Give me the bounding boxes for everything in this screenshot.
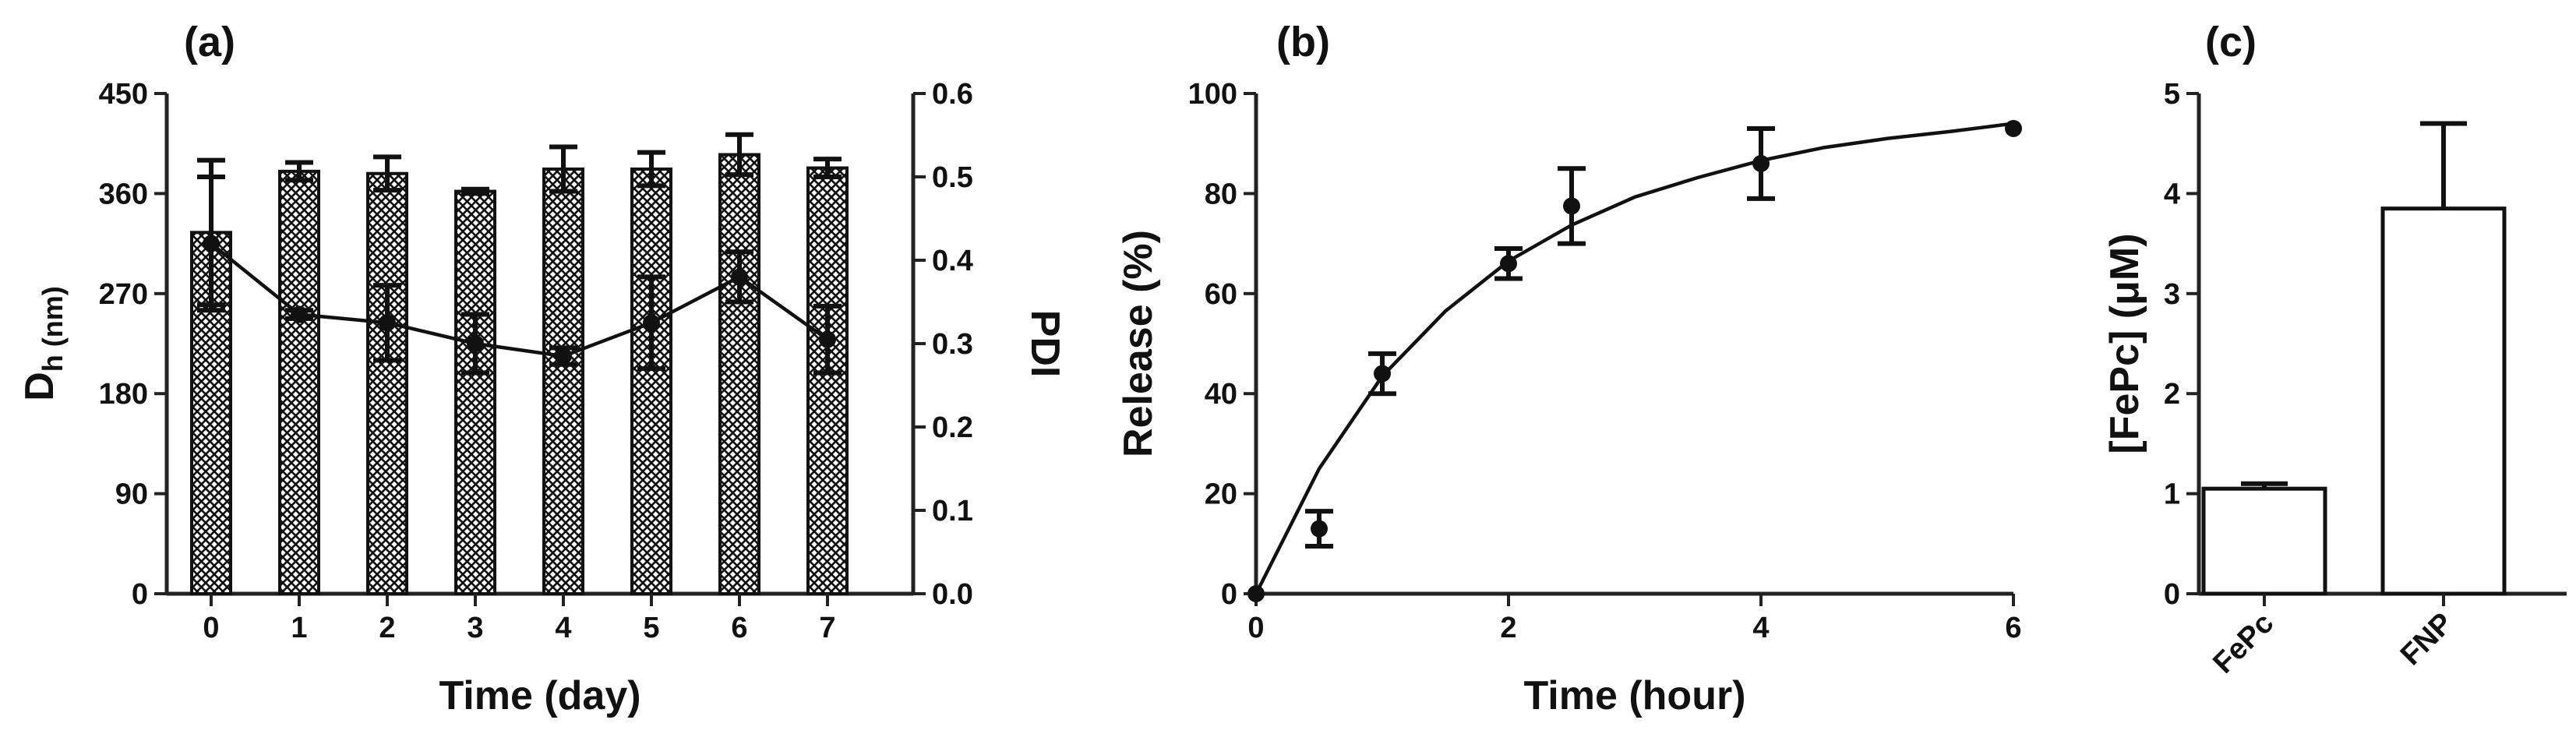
panel-a-bar xyxy=(454,189,496,595)
panel-a-x-tick-label: 7 xyxy=(819,612,835,644)
panel-c-x-tick-label: FePc xyxy=(2207,607,2280,680)
panel-c-x-ticks: FePc FNP xyxy=(2207,594,2459,680)
panel-b-y-ticks: 0 20 40 60 80 100 xyxy=(1188,78,1256,611)
panel-a-pdi-series xyxy=(197,175,842,376)
panel-c-bars xyxy=(2201,121,2507,596)
panel-c-label: (c) xyxy=(2205,19,2257,65)
panel-b-label: (b) xyxy=(1276,19,1330,65)
panel-c-y-tick-label: 3 xyxy=(2164,278,2180,311)
panel-a-y-axis-title: Dh (nm) xyxy=(17,286,69,401)
panel-a-label: (a) xyxy=(184,19,235,65)
panel-b-x-tick-label: 6 xyxy=(2005,612,2021,644)
panel-a-y-tick-label: 450 xyxy=(99,78,148,111)
panel-b-x-axis-title: Time (hour) xyxy=(1523,673,1745,718)
panel-a-y-tick-label: 270 xyxy=(99,278,148,311)
panel-b-x-ticks: 0 2 4 6 xyxy=(1247,594,2022,644)
panel-b-point xyxy=(1311,520,1328,538)
panel-a-pdi-point xyxy=(467,335,484,352)
panel-a-pdi-point xyxy=(555,348,572,365)
panel-b-points xyxy=(1247,119,2022,602)
panel-b-y-tick-label: 80 xyxy=(1205,178,1237,210)
panel-a-y-ticks: 0 90 180 270 360 450 xyxy=(99,78,167,611)
panel-b-point xyxy=(1247,585,1265,602)
panel-c-y-tick-label: 2 xyxy=(2164,378,2180,411)
panel-a-x-tick-label: 1 xyxy=(291,612,307,644)
panel-a-pdi-point xyxy=(731,268,748,286)
panel-a-pdi-point xyxy=(291,305,308,323)
panel-b-point xyxy=(1563,197,1580,215)
panel-a-y-axis-title-sub: h (nm) xyxy=(37,286,69,372)
panel-a-y2-axis-title: PDI xyxy=(1022,310,1067,378)
panel-a-pdi-point xyxy=(379,314,396,332)
panel-a-y2-tick-label: 0.0 xyxy=(932,578,973,611)
panel-a-x-axis-title: Time (day) xyxy=(439,673,640,718)
panel-a-y-tick-label: 0 xyxy=(132,578,148,611)
panel-a-pdi-point xyxy=(203,235,220,252)
panel-a-x-tick-label: 2 xyxy=(379,612,395,644)
panel-a-x-tick-label: 0 xyxy=(203,612,219,644)
panel-c-y-axis-title: [FePc] (μM) xyxy=(2102,233,2147,453)
panel-b-x-tick-label: 0 xyxy=(1247,612,1264,644)
panel-a-bar xyxy=(630,168,672,596)
panel-a-x-tick-label: 5 xyxy=(643,612,659,644)
panel-a-bar xyxy=(806,166,849,595)
panel-a-pdi-point xyxy=(819,330,836,348)
panel-a-y2-tick-label: 0.4 xyxy=(932,245,973,277)
panel-a-y-tick-label: 180 xyxy=(99,378,148,411)
panel-b: (b) 0 20 40 60 80 100 0 2 4 6 Time (hour) Releas… xyxy=(1116,19,2022,718)
panel-a-bar xyxy=(366,171,408,596)
panel-a-bar xyxy=(278,169,320,596)
panel-b-y-tick-label: 100 xyxy=(1188,78,1237,111)
panel-a-y2-tick-label: 0.1 xyxy=(932,495,973,528)
panel-c-y-tick-label: 5 xyxy=(2164,78,2180,111)
panel-b-y-tick-label: 20 xyxy=(1205,478,1237,511)
panel-a-y2-tick-label: 0.2 xyxy=(932,411,973,444)
panel-b-x-tick-label: 2 xyxy=(1500,612,1516,644)
panel-a-y-tick-label: 90 xyxy=(115,478,148,511)
panel-b-y-axis-title: Release (%) xyxy=(1116,230,1161,457)
panel-c-y-tick-label: 4 xyxy=(2164,178,2180,210)
panel-a-pdi-line xyxy=(210,242,829,358)
panel-a-bar xyxy=(718,153,760,595)
panel-a-y2-tick-label: 0.6 xyxy=(932,78,973,111)
panel-a-x-tick-label: 4 xyxy=(555,612,571,644)
panel-a-x-ticks: 0 1 2 3 4 5 6 7 xyxy=(203,594,836,644)
panel-a-bars xyxy=(190,132,849,596)
panel-b-fit-curve xyxy=(1254,122,2014,595)
panel-a-pdi-point xyxy=(643,314,660,332)
panel-b-y-tick-label: 40 xyxy=(1205,378,1237,411)
panel-a-y-tick-label: 360 xyxy=(99,178,148,210)
panel-c-bar xyxy=(2201,486,2327,596)
panel-b-point xyxy=(1500,255,1517,273)
panel-c-x-tick-label: FNP xyxy=(2394,607,2459,672)
panel-c-y-tick-label: 1 xyxy=(2164,478,2180,511)
panel-b-point xyxy=(1374,365,1391,383)
panel-a-y2-tick-label: 0.5 xyxy=(932,161,973,194)
panel-b-x-tick-label: 4 xyxy=(1752,612,1769,644)
panel-b-y-tick-label: 0 xyxy=(1221,578,1237,611)
panel-a-y2-tick-label: 0.3 xyxy=(932,328,973,361)
panel-c-y-ticks: 0 1 2 3 4 5 xyxy=(2164,78,2199,611)
panel-c-y-tick-label: 0 xyxy=(2164,578,2180,611)
panel-c: (c) 0 1 2 3 4 5 FePc FNP [FePc] (μM) xyxy=(2102,19,2567,680)
panel-b-point xyxy=(2005,119,2022,137)
panel-a-x-tick-label: 3 xyxy=(467,612,483,644)
panel-b-point xyxy=(1752,154,1770,172)
panel-a-y2-ticks: 0.0 0.1 0.2 0.3 0.4 0.5 0.6 xyxy=(913,78,973,611)
panel-a-bar xyxy=(542,168,584,596)
panel-a-x-tick-label: 6 xyxy=(731,612,747,644)
panel-b-y-tick-label: 60 xyxy=(1205,278,1237,311)
panel-a-y-axis-title-main: D xyxy=(17,372,62,401)
panel-c-bar xyxy=(2380,206,2507,596)
